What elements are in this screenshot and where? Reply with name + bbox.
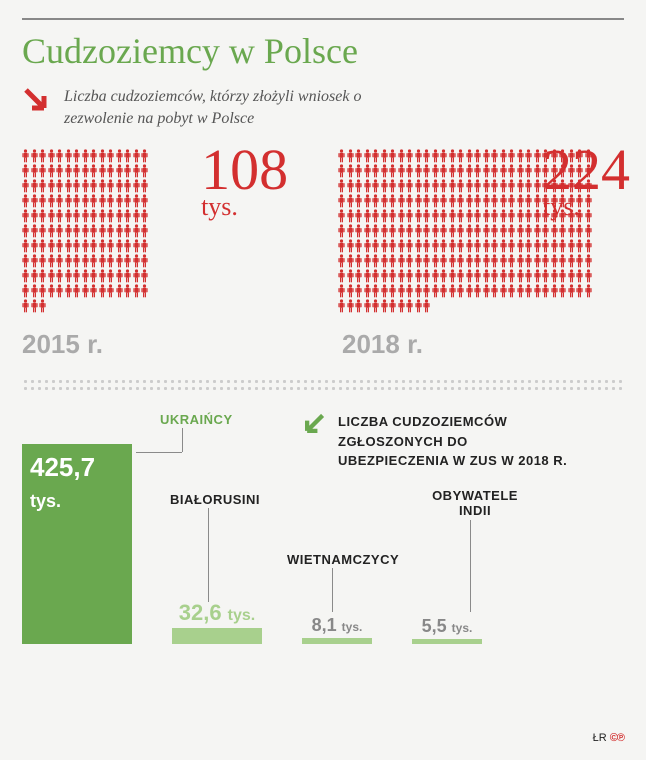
- bar-label-ukraincy: UKRAIŃCY: [160, 412, 233, 427]
- isotype-chart: 108 tys. 224 tys.: [22, 149, 624, 313]
- bar-column: 8,1 tys.: [302, 615, 372, 644]
- subtitle-text: Liczba cudzoziemców, którzy złożyli wnio…: [64, 86, 424, 129]
- bar-column: 5,5 tys.: [412, 616, 482, 644]
- bar-column: 425,7tys.: [22, 444, 132, 644]
- zus-bar-chart: Liczba cudzoziemców zgłoszonych do ubezp…: [22, 412, 624, 662]
- arrow-down-right-icon: [22, 86, 50, 114]
- divider: [22, 378, 624, 392]
- year-2015: 2015 r.: [22, 329, 302, 360]
- main-title: Cudzoziemcy w Polsce: [22, 30, 624, 72]
- year-2018: 2018 r.: [342, 329, 622, 360]
- footer-credit: ŁR ©℗: [593, 732, 624, 744]
- arrow-down-left-icon: [302, 412, 326, 436]
- bar-column: 32,6 tys.: [172, 600, 262, 644]
